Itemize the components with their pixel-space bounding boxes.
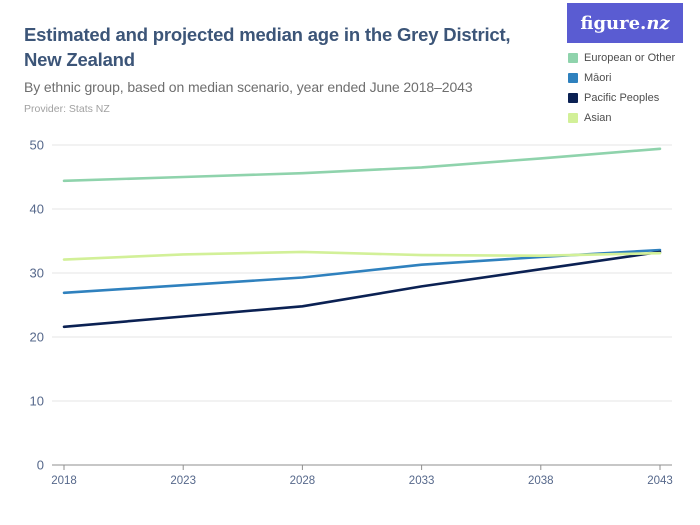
chart-subtitle: By ethnic group, based on median scenari…: [24, 79, 473, 95]
legend-item-european-or-other: European or Other: [568, 51, 698, 64]
y-axis-label-40: 40: [30, 202, 44, 217]
y-axis-label-30: 30: [30, 266, 44, 281]
page-title-line-2: New Zealand: [24, 49, 135, 70]
legend-label: Māori: [584, 71, 612, 84]
y-axis-label-0: 0: [37, 458, 44, 473]
chart-legend: European or Other Māori Pacific Peoples Asi…: [568, 52, 698, 132]
legend-item-m-ori: Māori: [568, 71, 698, 84]
series-line-pacific-peoples: [62, 250, 662, 329]
legend-swatch-pacific-peoples: [568, 92, 578, 103]
legend-swatch-m-ori: [568, 72, 578, 83]
x-axis-label-2023: 2023: [170, 475, 196, 487]
legend-label: Asian: [584, 111, 612, 124]
page-title-line-1: Estimated and projected median age in th…: [24, 24, 511, 45]
x-axis-label-2028: 2028: [290, 475, 316, 487]
legend-label: Pacific Peoples: [584, 91, 660, 104]
legend-swatch-european-or-other: [568, 52, 578, 63]
provider-label: Provider: Stats NZ: [24, 103, 110, 115]
series-line-m-ori: [62, 248, 662, 295]
x-axis-label-2018: 2018: [51, 475, 77, 487]
legend-swatch-asian: [568, 112, 578, 123]
figure-nz-logo[interactable]: figure.nz: [567, 3, 683, 43]
figure-nz-logo-text: figure.nz: [580, 12, 670, 34]
legend-item-pacific-peoples: Pacific Peoples: [568, 91, 698, 104]
y-axis-label-20: 20: [30, 330, 44, 345]
y-axis-label-10: 10: [30, 394, 44, 409]
legend-item-asian: Asian: [568, 111, 698, 124]
y-axis-label-50: 50: [30, 138, 44, 153]
x-axis-label-2043: 2043: [647, 475, 673, 487]
x-axis-label-2033: 2033: [409, 475, 435, 487]
page-title: Estimated and projected median age in th…: [24, 22, 564, 72]
series-line-asian: [62, 250, 662, 261]
legend-label: European or Other: [584, 51, 676, 64]
series-line-european-or-other: [62, 147, 662, 183]
x-axis-label-2038: 2038: [528, 475, 554, 487]
